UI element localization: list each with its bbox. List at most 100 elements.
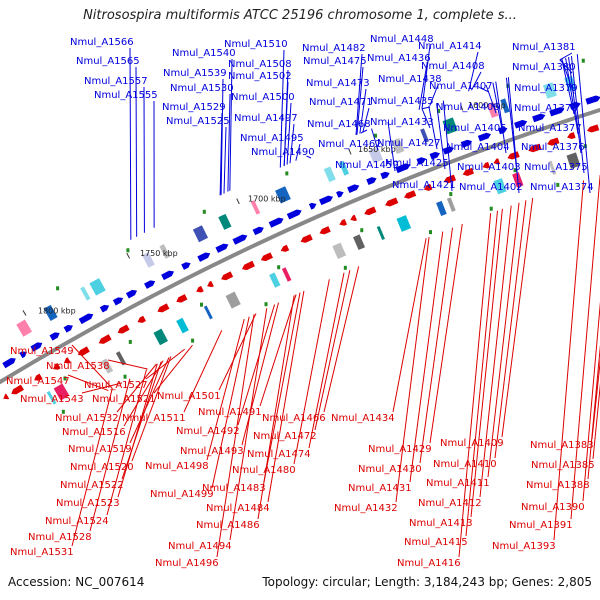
bottom-gene-leader xyxy=(183,330,223,413)
bottom-gene-label: Nmul_A1434 xyxy=(331,413,395,424)
feature-block xyxy=(487,102,499,118)
plus-gene-arrow xyxy=(197,252,211,262)
minus-gene-arrow xyxy=(493,158,501,165)
feature-block xyxy=(420,128,429,143)
scale-tick-label: 1800 kbp xyxy=(38,306,76,315)
top-gene-label: Nmul_A1508 xyxy=(228,59,292,70)
bottom-gene-label: Nmul_A1524 xyxy=(45,516,109,527)
plus-gene-arrow xyxy=(549,107,565,117)
bottom-gene-leader xyxy=(145,348,185,380)
plus-gene-arrow xyxy=(395,163,411,174)
minus-gene-arrow xyxy=(98,334,112,344)
plus-gene-arrow xyxy=(215,243,229,253)
minus-gene-arrow xyxy=(34,373,43,381)
label-leaders xyxy=(67,44,600,558)
feature-block xyxy=(281,267,292,282)
top-gene-leader xyxy=(283,81,289,166)
bottom-gene-leader xyxy=(131,356,172,462)
feature-block xyxy=(176,317,189,334)
bottom-gene-label: Nmul_A1390 xyxy=(521,502,585,513)
bottom-gene-label: Nmul_A1520 xyxy=(70,462,134,473)
top-gene-leader xyxy=(306,155,312,159)
summary-text: Topology: circular; Length: 3,184,243 bp… xyxy=(262,575,592,589)
top-gene-label: Nmul_A1414 xyxy=(418,41,482,52)
bottom-gene-label: Nmul_A1521 xyxy=(92,394,156,405)
bottom-gene-leader xyxy=(81,382,123,394)
bottom-gene-label: Nmul_A1498 xyxy=(145,461,209,472)
top-gene-leader xyxy=(492,82,504,135)
feature-block xyxy=(338,160,350,176)
scale-tick xyxy=(126,252,131,259)
chromosome-backbone xyxy=(0,107,600,385)
feature-block xyxy=(89,278,106,296)
top-gene-leader xyxy=(129,47,132,240)
bottom-gene-leader xyxy=(71,344,113,389)
bottom-gene-label: Nmul_A1547 xyxy=(6,376,70,387)
bottom-gene-leader xyxy=(582,301,600,502)
feature-block xyxy=(332,242,347,260)
plus-gene-arrow xyxy=(318,195,334,206)
top-gene-label: Nmul_A1425 xyxy=(385,158,449,169)
top-gene-leader xyxy=(568,56,582,154)
bottom-gene-label: Nmul_A1430 xyxy=(358,464,422,475)
bottom-gene-label: Nmul_A1522 xyxy=(60,480,124,491)
top-gene-label: Nmul_A1380 xyxy=(512,62,576,73)
top-gene-label: Nmul_A1495 xyxy=(240,133,304,144)
top-gene-label: Nmul_A1510 xyxy=(224,39,288,50)
scale-tick-label: 1600 kbp xyxy=(468,101,506,110)
bottom-gene-label: Nmul_A1532 xyxy=(55,413,119,424)
minus-gene-arrow xyxy=(221,271,234,281)
bottom-gene-leader xyxy=(106,369,147,516)
top-gene-leader xyxy=(387,121,396,172)
feature-block xyxy=(542,82,557,99)
feature-block xyxy=(436,200,447,217)
minus-gene-arrow xyxy=(3,393,10,400)
minus-gene-arrow xyxy=(423,183,433,191)
bottom-gene-leader xyxy=(592,382,600,460)
bottom-gene-leader xyxy=(429,223,463,444)
top-gene-label: Nmul_A1468 xyxy=(307,119,371,130)
top-gene-leader xyxy=(359,88,367,134)
bottom-gene-leader xyxy=(465,210,498,537)
top-gene-leader xyxy=(220,78,224,195)
top-gene-label: Nmul_A1555 xyxy=(94,90,158,101)
top-gene-label: Nmul_A1376 xyxy=(521,142,585,153)
feature-block xyxy=(80,286,91,301)
plus-gene-arrow xyxy=(112,297,124,306)
plus-gene-arrow xyxy=(0,366,1,375)
bottom-gene-leader xyxy=(392,238,427,413)
top-gene-leader xyxy=(223,126,227,194)
bottom-gene-label: Nmul_A1431 xyxy=(348,483,412,494)
bottom-gene-leader xyxy=(458,213,492,558)
top-gene-label: Nmul_A1375 xyxy=(524,162,588,173)
bottom-gene-leader xyxy=(479,205,512,498)
minus-gene-arrow xyxy=(443,174,457,184)
bottom-gene-leader xyxy=(237,304,276,426)
plus-gene-arrow xyxy=(144,280,156,289)
feature-block xyxy=(53,383,70,401)
top-gene-leader xyxy=(295,143,301,161)
rna-marker xyxy=(277,265,281,270)
minus-gene-arrow xyxy=(507,151,520,160)
bottom-gene-label: Nmul_A1491 xyxy=(198,407,262,418)
top-gene-label: Nmul_A1405 xyxy=(443,123,507,134)
top-gene-label: Nmul_A1421 xyxy=(392,180,456,191)
top-gene-label: Nmul_A1407 xyxy=(429,81,493,92)
top-gene-leader xyxy=(135,66,138,237)
scale-tick xyxy=(348,148,352,155)
top-gene-leader xyxy=(442,100,453,192)
plus-gene-arrow xyxy=(380,171,390,180)
top-gene-label: Nmul_A1502 xyxy=(228,71,292,82)
rna-marker xyxy=(128,339,132,344)
top-gene-leader xyxy=(289,123,295,164)
rna-marker xyxy=(581,58,585,63)
top-gene-label: Nmul_A1530 xyxy=(170,83,234,94)
top-gene-leader xyxy=(418,63,428,110)
top-gene-leader xyxy=(421,44,431,109)
bottom-gene-label: Nmul_A1528 xyxy=(28,532,92,543)
bottom-gene-label: Nmul_A1480 xyxy=(232,465,296,476)
top-gene-leader xyxy=(565,57,579,135)
feature-block xyxy=(159,244,171,259)
top-gene-label: Nmul_A1540 xyxy=(172,48,236,59)
minus-gene-arrow xyxy=(339,219,347,226)
